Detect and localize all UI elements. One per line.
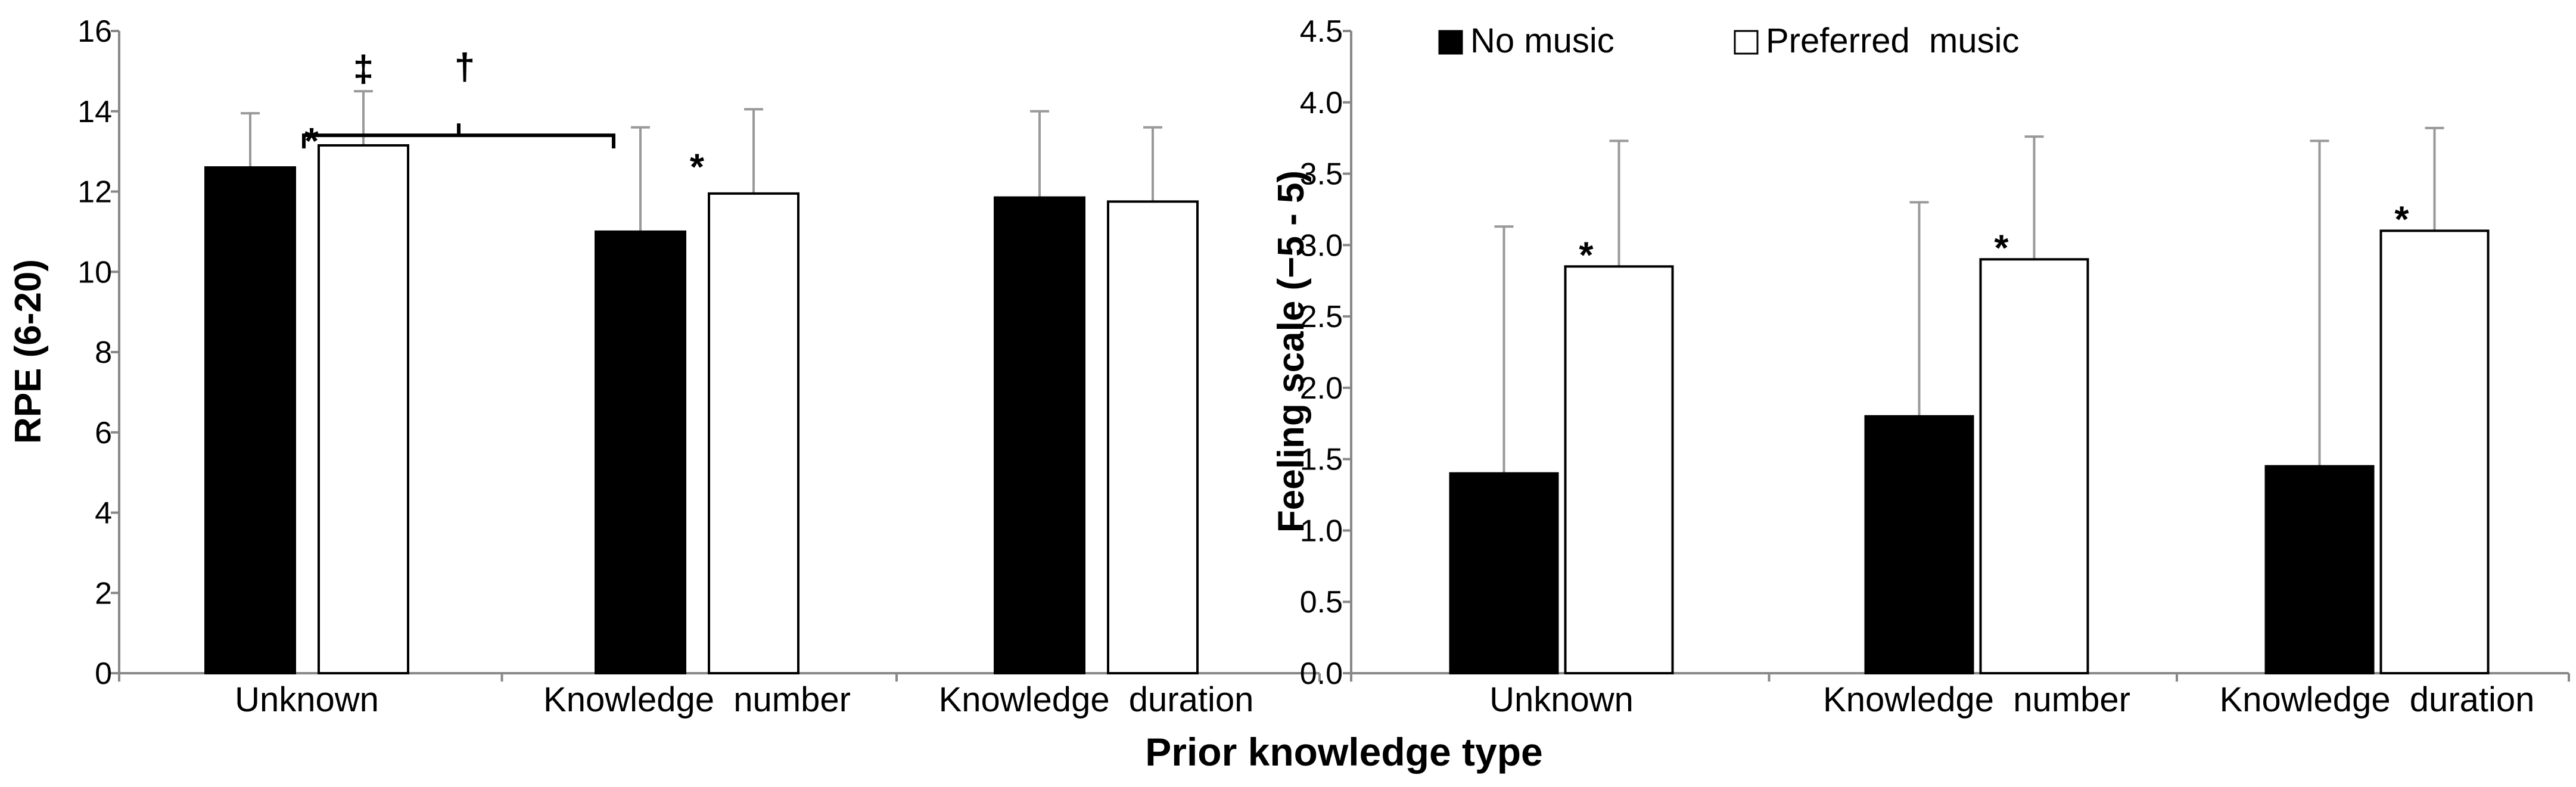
feeling-scale-panel: 0.0 0.5 1.0 1.5 2.0 2.5 3.0 3.5 4.0 4.5 Feeling sc…: [1271, 14, 2570, 719]
rpe-bar-preferred-music: [708, 192, 799, 674]
rpe-significance-annotation: *: [690, 147, 705, 188]
rpe-category-label: Knowledge duration: [939, 680, 1254, 719]
rpe-category-label: Unknown: [235, 680, 379, 719]
rpe-bar-no-music: [204, 166, 296, 674]
rpe-category-label: Knowledge number: [543, 680, 851, 719]
rpe-bar-no-music: [595, 230, 686, 674]
feeling-bar-preferred-music: [1979, 258, 2089, 674]
feeling-y-tick-label: 2.0: [1300, 371, 1343, 406]
rpe-bar-no-music: [994, 196, 1085, 674]
feeling-y-tick-label: 2.5: [1300, 300, 1343, 334]
feeling-significance-annotation: *: [1994, 228, 2009, 269]
feeling-significance-annotation: *: [1579, 235, 1594, 276]
feeling-category-label: Knowledge number: [1823, 680, 2130, 719]
rpe-y-tick-label: 12: [77, 175, 112, 210]
feeling-y-tick-label: 0.0: [1300, 657, 1343, 691]
rpe-y-tick-label: 6: [95, 416, 112, 450]
rpe-y-tick-label: 16: [77, 14, 112, 49]
rpe-dagger-annotation: †: [455, 46, 475, 88]
legend-label-preferred-music: Preferred music: [1766, 21, 2019, 60]
feeling-bar-no-music: [2264, 465, 2375, 675]
feeling-y-tick-label: 4.0: [1300, 86, 1343, 120]
feeling-bar-no-music: [1864, 415, 1974, 674]
feeling-bar-preferred-music: [1564, 265, 1674, 674]
rpe-bar-preferred-music: [318, 144, 409, 675]
feeling-y-axis-title: Feeling scale (−5 - 5): [1271, 170, 1312, 533]
rpe-y-tick-label: 10: [77, 255, 112, 290]
rpe-y-axis-title: RPE (6-20): [8, 259, 49, 444]
legend-label-no-music: No music: [1470, 21, 1614, 60]
feeling-significance-annotation: *: [2394, 199, 2409, 240]
rpe-significance-annotation: *: [304, 121, 319, 162]
rpe-bar-preferred-music: [1107, 200, 1199, 674]
legend-swatch-preferred-music: [1734, 30, 1759, 55]
feeling-y-tick-label: 1.5: [1300, 443, 1343, 477]
feeling-y-tick-label: 1.0: [1300, 514, 1343, 548]
rpe-panel: 0 2 4 6 8 10 12 14 16 RPE (6-20) Unknown Knowledge …: [8, 14, 1321, 719]
legend: No music Preferred music: [1438, 21, 2019, 60]
feeling-bar-preferred-music: [2379, 229, 2490, 674]
rpe-y-tick-label: 8: [95, 335, 112, 370]
feeling-category-label: Knowledge duration: [2220, 680, 2535, 719]
feeling-y-tick-label: 4.5: [1300, 14, 1343, 49]
feeling-y-tick-label: 3.5: [1300, 157, 1343, 192]
legend-swatch-no-music: [1438, 30, 1463, 55]
rpe-y-tick-label: 14: [77, 95, 112, 129]
figure-x-axis-title: Prior knowledge type: [1145, 730, 1542, 774]
feeling-category-label: Unknown: [1489, 680, 1634, 719]
rpe-y-tick-label: 4: [95, 496, 112, 531]
feeling-y-tick-label: 3.0: [1300, 228, 1343, 263]
rpe-y-tick-label: 0: [95, 657, 112, 691]
rpe-significance-annotation: ‡: [353, 49, 374, 90]
feeling-y-tick-label: 0.5: [1300, 585, 1343, 620]
feeling-bar-no-music: [1449, 472, 1559, 674]
rpe-y-tick-label: 2: [95, 576, 112, 611]
